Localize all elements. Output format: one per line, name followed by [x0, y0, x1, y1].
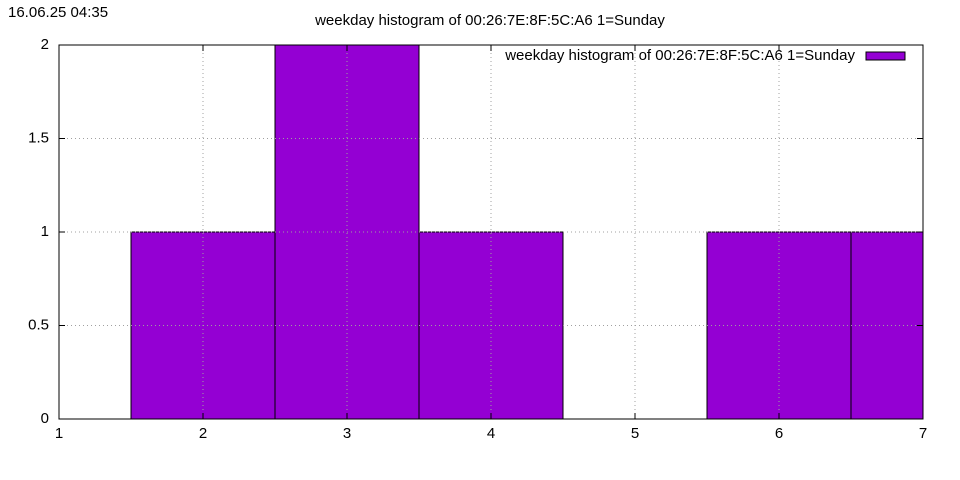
- x-tick-label: 3: [343, 425, 351, 442]
- x-tick-label: 6: [775, 425, 783, 442]
- legend-swatch: [865, 51, 906, 61]
- x-tick-label: 1: [55, 425, 63, 442]
- y-tick-label: 1: [41, 223, 49, 240]
- x-tick-label: 4: [487, 425, 495, 442]
- x-tick-label: 5: [631, 425, 639, 442]
- chart-title: weekday histogram of 00:26:7E:8F:5C:A6 1…: [314, 12, 665, 29]
- y-tick-label: 0: [41, 410, 49, 427]
- y-tick-label: 2: [41, 36, 49, 53]
- x-tick-label: 2: [199, 425, 207, 442]
- axes: 0 0.5 1 1.5 2 1 2 3 4 5 6 7 weekday histogram of 00:…: [28, 36, 927, 442]
- y-tick-label: 1.5: [28, 129, 49, 146]
- x-tick-label: 7: [919, 425, 927, 442]
- y-tick-label: 0.5: [28, 316, 49, 333]
- legend-label: weekday histogram of 00:26:7E:8F:5C:A6 1…: [504, 47, 855, 64]
- timestamp: 16.06.25 04:35: [8, 4, 108, 21]
